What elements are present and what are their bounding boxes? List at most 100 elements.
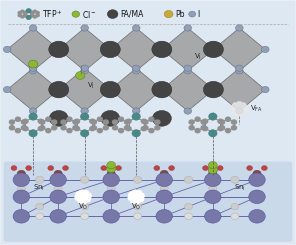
Circle shape [125,120,129,124]
Circle shape [184,68,192,74]
Circle shape [54,170,62,177]
Circle shape [132,65,140,71]
Circle shape [21,10,24,13]
Circle shape [26,166,32,171]
Circle shape [50,173,66,187]
Circle shape [81,130,89,136]
Text: FA/MA: FA/MA [120,10,144,19]
Circle shape [184,213,192,220]
Circle shape [36,203,44,210]
Circle shape [29,130,37,136]
Circle shape [75,126,80,131]
Circle shape [48,166,54,171]
Circle shape [49,41,69,58]
Circle shape [55,86,63,93]
Circle shape [134,203,142,210]
Circle shape [30,116,36,120]
Circle shape [23,119,28,123]
Circle shape [132,108,140,114]
Circle shape [15,117,20,121]
Circle shape [231,213,239,220]
Circle shape [226,129,231,133]
Circle shape [101,110,120,126]
Circle shape [158,86,166,93]
Polygon shape [59,68,111,111]
Polygon shape [7,68,59,111]
Circle shape [203,126,208,131]
Circle shape [97,117,102,121]
Circle shape [61,120,66,124]
Circle shape [184,108,192,114]
Circle shape [210,46,217,53]
Circle shape [31,14,34,17]
Text: Sn$_\mathrm{i}$: Sn$_\mathrm{i}$ [33,183,44,193]
Circle shape [184,65,192,71]
Text: V$_\mathrm{O}$: V$_\mathrm{O}$ [78,202,89,212]
Circle shape [46,117,51,121]
Circle shape [107,170,115,177]
Circle shape [82,130,87,134]
Circle shape [81,113,89,120]
Text: V$_\mathrm{I}$: V$_\mathrm{I}$ [87,81,95,91]
Circle shape [36,213,44,220]
Circle shape [15,129,20,133]
Circle shape [218,119,223,123]
Circle shape [128,190,144,204]
Circle shape [107,165,116,173]
Polygon shape [213,68,265,111]
Circle shape [40,126,45,130]
Text: Cl$^-$: Cl$^-$ [82,9,96,20]
Text: V$_\mathrm{O}$: V$_\mathrm{O}$ [131,202,141,212]
Circle shape [103,190,119,204]
Circle shape [13,173,30,187]
Circle shape [103,173,119,187]
Circle shape [201,126,206,130]
Circle shape [21,126,26,130]
Circle shape [26,9,31,12]
Circle shape [189,126,194,130]
Circle shape [202,166,208,171]
Circle shape [208,161,217,169]
Circle shape [231,203,239,210]
Circle shape [118,117,123,121]
Circle shape [210,130,215,134]
Circle shape [156,209,173,223]
Circle shape [208,166,218,174]
Circle shape [210,86,217,93]
Circle shape [203,41,223,58]
Circle shape [55,86,62,93]
Circle shape [50,190,66,204]
Circle shape [132,113,140,120]
Circle shape [55,46,63,53]
Circle shape [107,46,115,53]
Circle shape [249,173,265,187]
Circle shape [90,126,95,131]
Circle shape [40,120,45,124]
Circle shape [205,209,221,223]
Circle shape [195,117,200,121]
Circle shape [156,173,173,187]
Circle shape [231,176,239,183]
Circle shape [17,185,25,192]
Circle shape [73,126,78,130]
Circle shape [103,209,119,223]
Circle shape [24,14,27,17]
Circle shape [209,113,217,120]
Circle shape [38,119,43,123]
Circle shape [184,176,193,183]
Circle shape [220,126,225,130]
Circle shape [46,129,51,133]
Circle shape [155,126,160,130]
Circle shape [33,15,36,18]
Circle shape [29,25,37,31]
Circle shape [3,46,11,53]
Circle shape [107,86,115,93]
Circle shape [261,166,267,171]
Circle shape [152,110,171,126]
Circle shape [81,25,89,31]
Text: Pb: Pb [175,10,185,19]
Circle shape [21,15,24,18]
Circle shape [203,81,223,98]
Circle shape [24,12,27,14]
Circle shape [13,190,30,204]
